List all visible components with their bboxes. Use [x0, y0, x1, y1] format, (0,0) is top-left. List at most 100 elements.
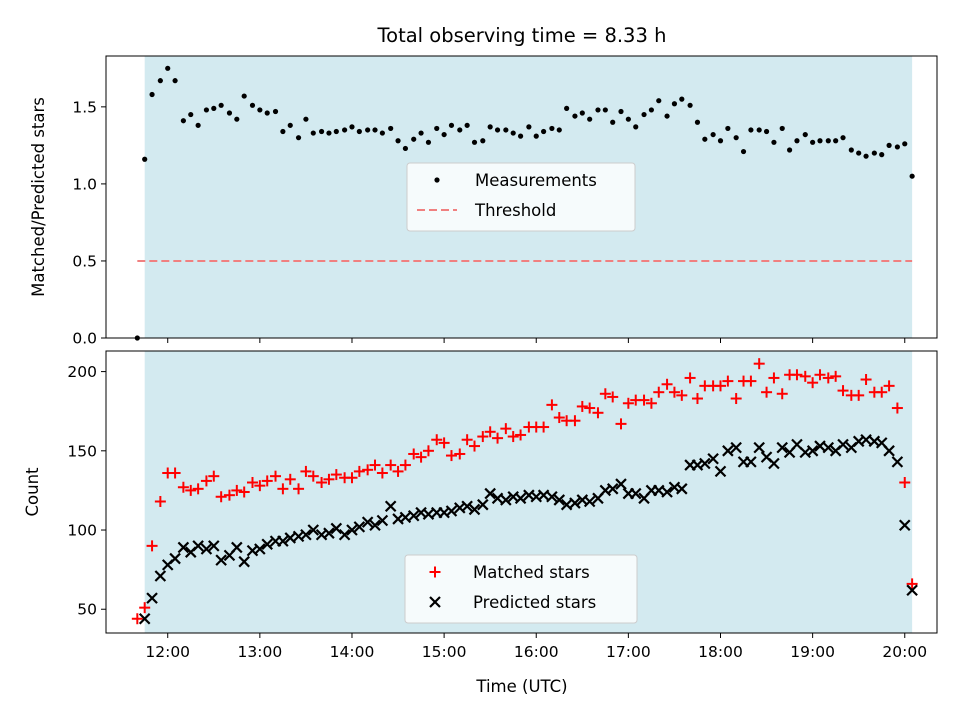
cross-b [753, 441, 765, 454]
data-point [668, 386, 680, 398]
cross-b [453, 502, 466, 514]
data-point [533, 133, 539, 139]
data-point [569, 415, 581, 427]
data-point [316, 476, 328, 488]
data-point [676, 483, 688, 495]
legend-entry: Matched stars [429, 563, 590, 582]
legend-label: Threshold [474, 201, 556, 220]
data-point [333, 128, 339, 135]
legend-label: Measurements [475, 171, 597, 190]
x-tick-label: 18:00 [698, 643, 743, 661]
data-point [330, 522, 343, 535]
cross-b [891, 456, 904, 468]
data-point [318, 128, 325, 135]
data-point [215, 554, 227, 566]
cross-b [599, 484, 612, 497]
y-tick-label: 150 [67, 442, 97, 460]
data-point [661, 378, 673, 390]
data-point [425, 139, 432, 145]
data-point [149, 91, 155, 98]
y-axis-label: Matched/Predicted stars [29, 97, 48, 297]
cross-b [606, 483, 619, 495]
series-measurements [134, 65, 915, 341]
data-point [241, 93, 247, 99]
x-tick-label: 14:00 [330, 643, 375, 661]
data-point [699, 457, 711, 470]
data-point [871, 150, 877, 156]
cross-b [361, 516, 374, 528]
data-point [172, 78, 178, 84]
cross-b [629, 487, 642, 500]
data-point [226, 110, 233, 116]
data-point [392, 465, 404, 477]
cross-b [422, 508, 435, 520]
data-point [264, 110, 270, 116]
cross-b [898, 519, 911, 532]
data-point [583, 495, 596, 508]
data-point [684, 372, 696, 384]
data-point [376, 514, 389, 527]
cross-b [407, 509, 420, 522]
legend-entry: Measurements [434, 171, 597, 190]
data-point [254, 543, 266, 555]
data-point [277, 483, 289, 495]
data-point [707, 452, 719, 465]
data-point [287, 122, 293, 128]
data-point [218, 102, 224, 108]
cross-b [714, 465, 727, 478]
data-point [776, 441, 789, 454]
data-point [556, 127, 562, 133]
data-point [830, 370, 842, 382]
series-matched-stars [131, 358, 918, 625]
data-point [165, 65, 171, 71]
data-point [246, 476, 258, 488]
data-point [169, 552, 181, 565]
data-point [369, 519, 381, 532]
cross-b [837, 438, 849, 451]
data-point [776, 388, 788, 400]
data-point [261, 475, 273, 487]
cross-b [615, 478, 627, 490]
data-point [388, 125, 394, 132]
y-tick-label: 0.0 [72, 330, 97, 348]
legend-marker [434, 177, 440, 183]
data-point [791, 369, 803, 381]
cross-b [307, 524, 320, 536]
data-point [909, 173, 915, 179]
data-point [441, 131, 447, 138]
cross-b [883, 445, 895, 457]
data-point [500, 494, 512, 506]
cross-b [799, 446, 812, 459]
data-point [330, 469, 342, 481]
data-point [833, 138, 839, 144]
cross-b [691, 459, 704, 471]
data-point [514, 492, 527, 505]
x-tick-label: 16:00 [514, 643, 559, 661]
cross-b [569, 497, 581, 509]
data-point [177, 541, 190, 554]
cross-b [560, 498, 573, 511]
cross-b [369, 519, 381, 532]
data-point [215, 491, 227, 503]
data-point [415, 451, 427, 463]
cross-b [791, 438, 803, 451]
data-point [361, 516, 374, 528]
data-point [879, 152, 885, 158]
legend-box [404, 554, 638, 624]
data-point [710, 131, 716, 138]
cross-b [546, 490, 558, 503]
data-point [633, 124, 639, 130]
data-point [480, 138, 486, 144]
data-point [599, 388, 611, 400]
data-point [848, 147, 854, 153]
data-point [722, 445, 734, 457]
data-point [457, 127, 463, 133]
data-point [356, 128, 362, 135]
data-point [691, 393, 703, 405]
data-point [856, 150, 862, 156]
data-point [579, 110, 585, 116]
cross-b [284, 532, 297, 544]
data-point [671, 101, 678, 107]
data-point [863, 153, 869, 159]
